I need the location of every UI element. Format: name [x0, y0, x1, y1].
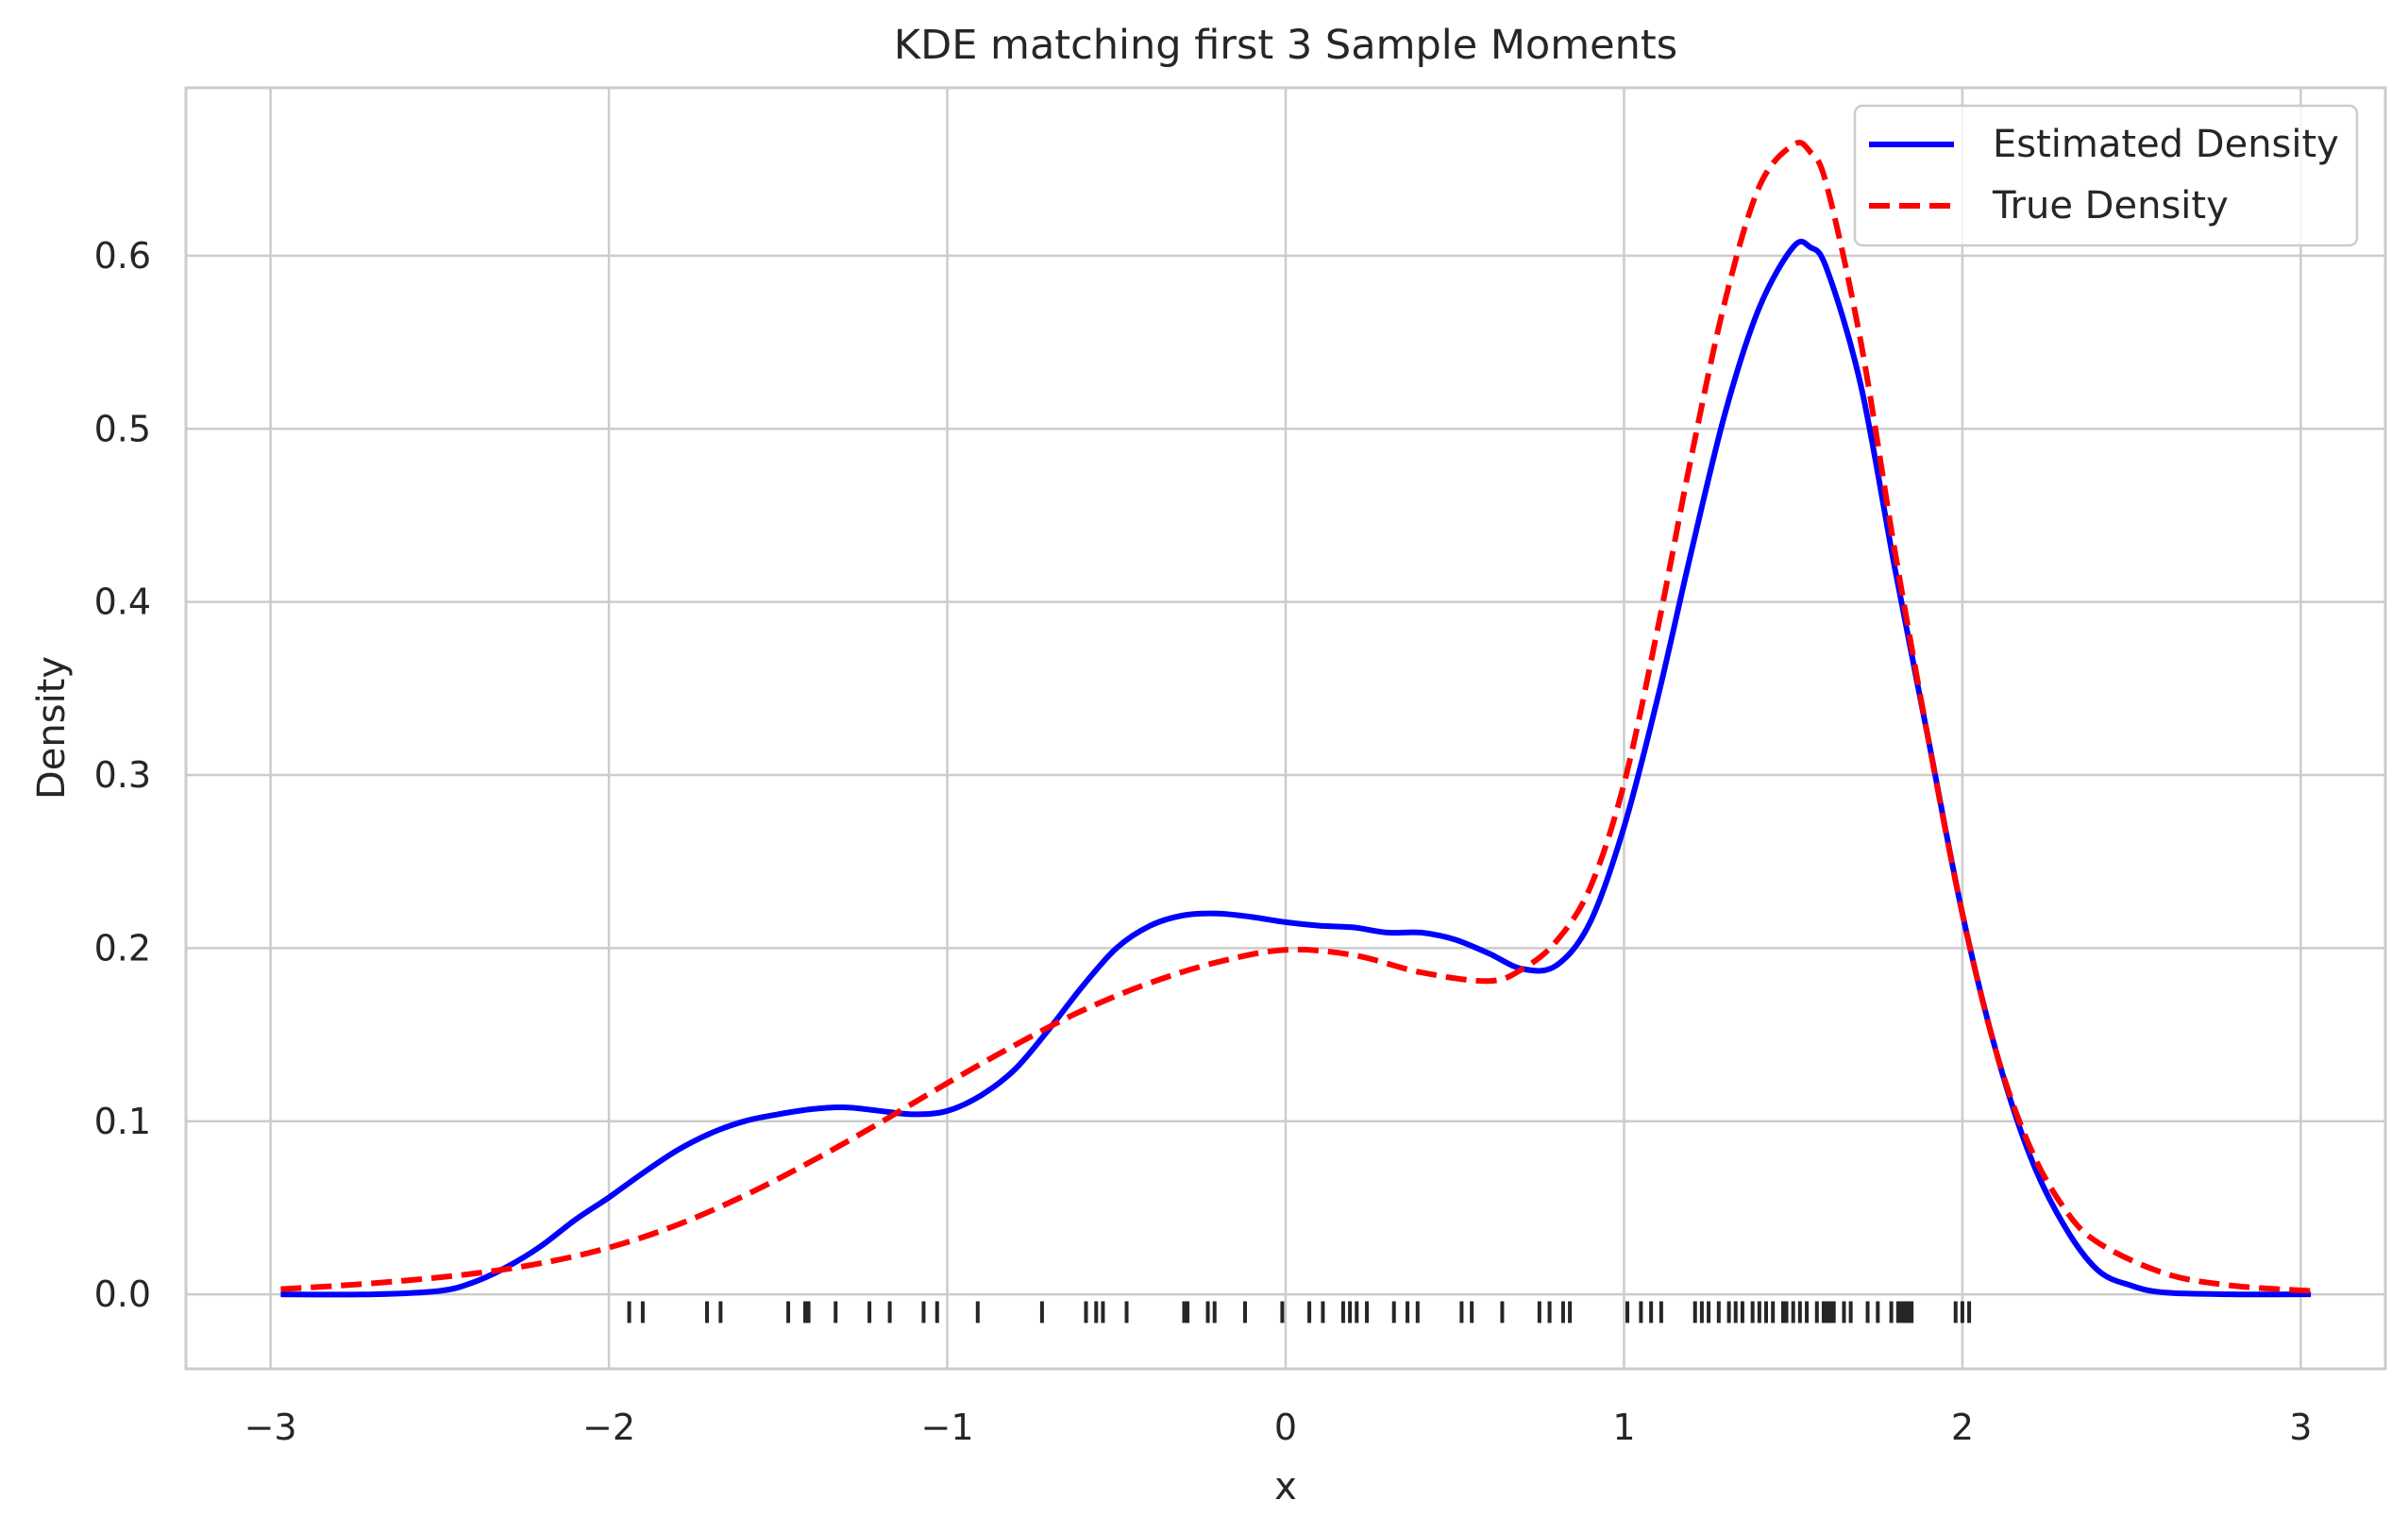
chart-title: KDE matching first 3 Sample Moments	[894, 22, 1677, 69]
y-tick-label: 0.2	[94, 927, 151, 969]
x-tick-label: −3	[244, 1407, 297, 1448]
legend-label-true: True Density	[1992, 184, 2229, 228]
legend-box	[1853, 104, 2359, 247]
x-tick-label: 0	[1274, 1407, 1297, 1448]
density-lines	[280, 140, 2312, 1298]
x-tick-label: 1	[1612, 1407, 1635, 1448]
x-tick-label: −1	[921, 1407, 974, 1448]
y-axis-label: Density	[30, 656, 74, 800]
plot-frame	[184, 86, 2387, 1371]
legend-label-estimated: Estimated Density	[1993, 123, 2339, 166]
y-tick-label: 0.5	[94, 408, 151, 449]
true-density-line	[280, 140, 2312, 1294]
x-tick-label: 3	[2289, 1407, 2312, 1448]
y-tick-label: 0.3	[94, 754, 151, 796]
y-tick-label: 0.0	[94, 1273, 151, 1315]
x-axis-label: x	[1274, 1465, 1297, 1509]
legend: Estimated Density True Density	[1853, 104, 2359, 247]
y-tick-labels: 0.0 0.1 0.2 0.3 0.4 0.5 0.6	[94, 235, 151, 1315]
x-tick-label: 2	[1951, 1407, 1974, 1448]
x-tick-label: −2	[582, 1407, 635, 1448]
y-tick-label: 0.4	[94, 582, 151, 623]
y-tick-label: 0.1	[94, 1101, 151, 1142]
x-tick-labels: −3 −2 −1 0 1 2 3	[244, 1407, 2313, 1448]
rug-ticks	[627, 1301, 1972, 1323]
y-tick-label: 0.6	[94, 235, 151, 277]
